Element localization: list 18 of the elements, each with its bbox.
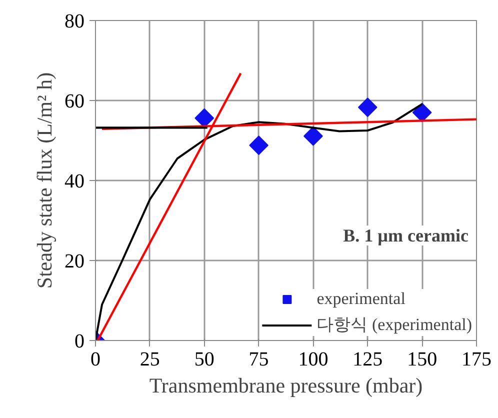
x-tick-label: 0 bbox=[90, 348, 100, 370]
y-tick-label: 0 bbox=[74, 330, 84, 352]
x-tick-label: 175 bbox=[462, 348, 492, 370]
y-axis-title: Steady state flux (L/m² h) bbox=[32, 72, 56, 289]
y-tick-label: 60 bbox=[64, 90, 84, 112]
legend-label: experimental bbox=[316, 289, 406, 309]
y-tick-label: 20 bbox=[64, 250, 84, 272]
x-tick-label: 125 bbox=[352, 348, 383, 370]
y-tick-label: 40 bbox=[64, 170, 84, 192]
legend-label: 다항식 (experimental) bbox=[316, 314, 472, 336]
x-tick-label: 150 bbox=[407, 348, 438, 370]
x-tick-label: 100 bbox=[298, 348, 328, 370]
x-tick-label: 25 bbox=[140, 348, 160, 370]
y-tick-label: 80 bbox=[64, 10, 84, 32]
annotation: B. 1 µm ceramic bbox=[343, 226, 469, 246]
x-axis-title: Transmembrane pressure (mbar) bbox=[149, 374, 423, 398]
x-tick-label: 75 bbox=[248, 348, 269, 370]
x-tick-label: 50 bbox=[194, 348, 214, 370]
